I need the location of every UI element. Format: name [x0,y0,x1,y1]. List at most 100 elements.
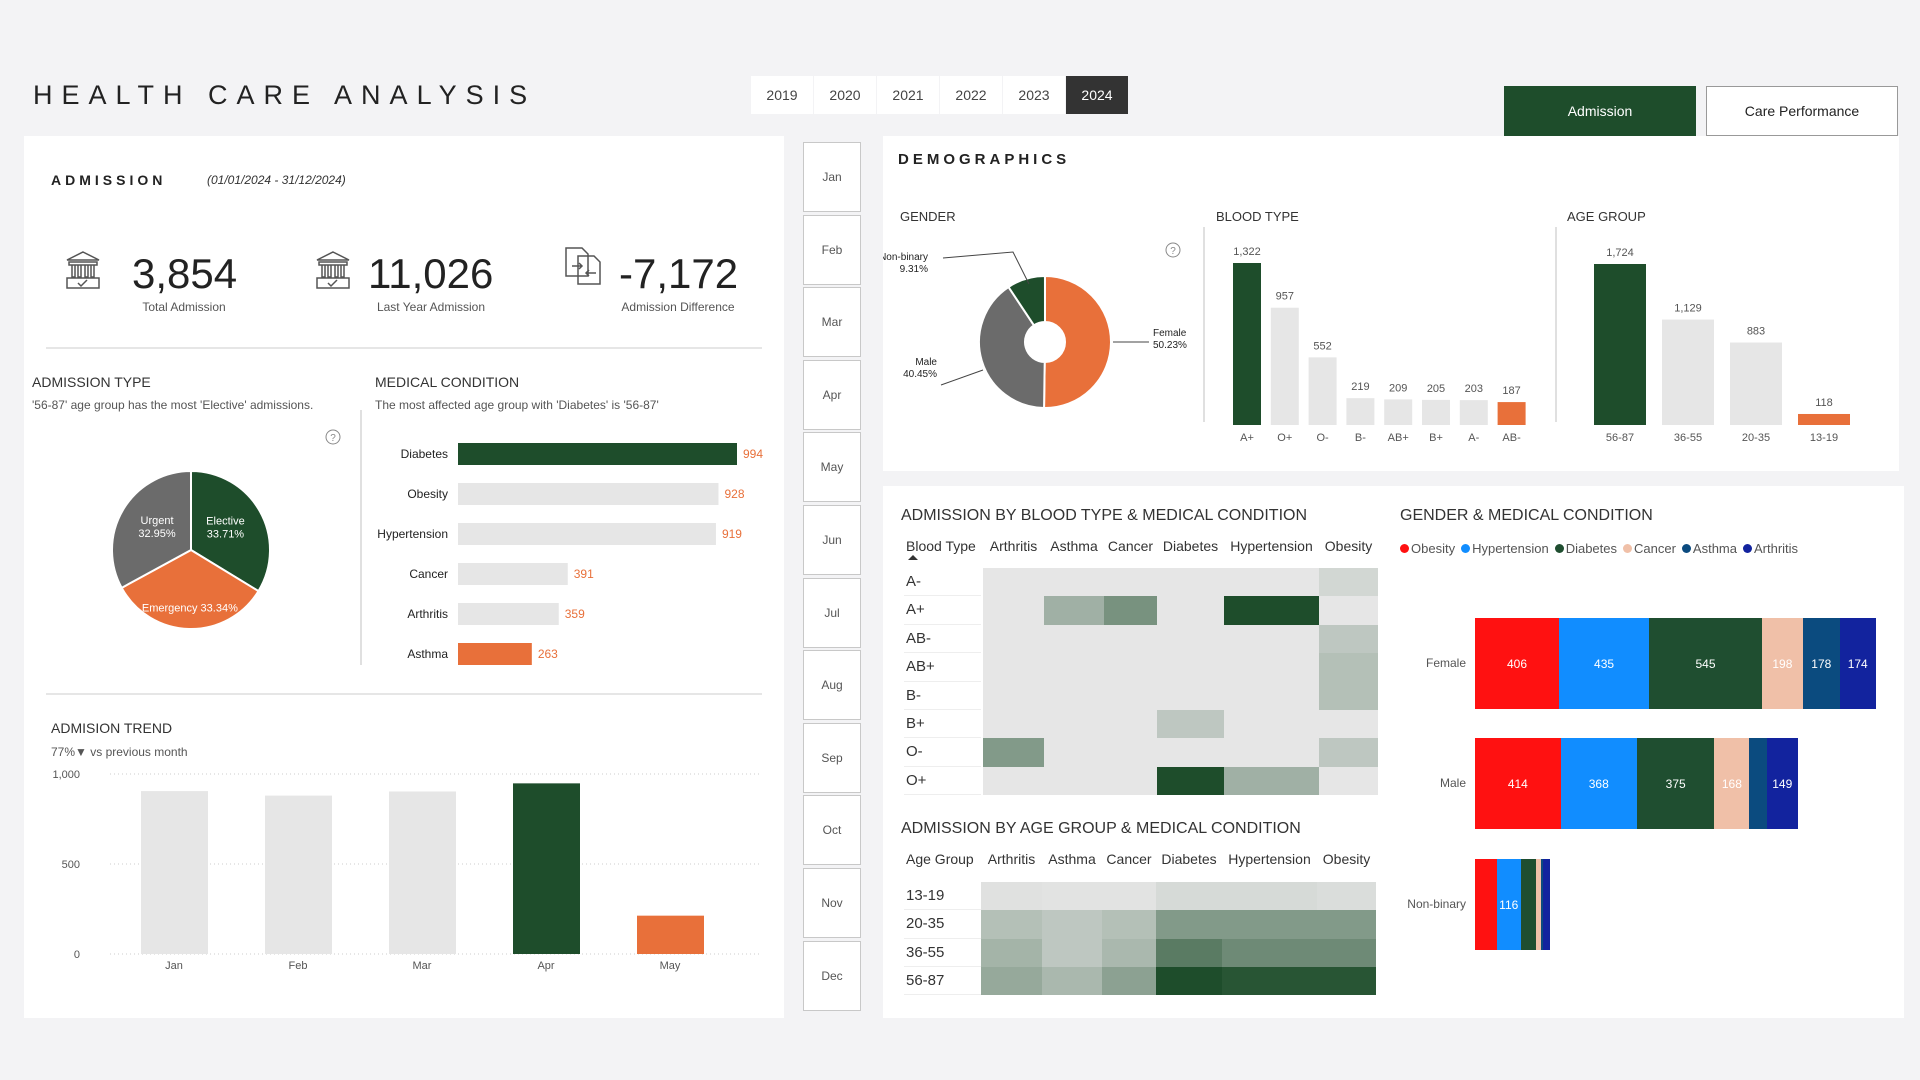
legend-item-hypertension[interactable]: Hypertension [1461,541,1549,556]
heatmap-cell[interactable] [1156,910,1222,939]
year-button-2019[interactable]: 2019 [751,76,813,114]
segment-cancer[interactable] [1535,859,1541,950]
heatmap-cell[interactable] [1044,653,1104,682]
heatmap-cell[interactable] [1317,882,1376,911]
heatmap-cell[interactable] [1319,738,1378,767]
heatmap-cell[interactable] [1104,766,1157,796]
heatmap-cell[interactable] [1222,910,1317,939]
heatmap-cell[interactable] [981,938,1042,967]
heatmap-cell[interactable] [1104,710,1157,739]
month-button-jul[interactable]: Jul [803,577,861,648]
heatmap-cell[interactable] [1319,624,1378,654]
month-button-oct[interactable]: Oct [803,795,861,866]
month-button-feb[interactable]: Feb [803,214,861,285]
heatmap-cell[interactable] [1224,681,1319,710]
heatmap-cell[interactable] [1104,596,1157,625]
bar-56-87[interactable] [1594,264,1646,425]
bar-13-19[interactable] [1798,413,1850,425]
heatmap-cell[interactable] [983,624,1044,654]
year-button-2020[interactable]: 2020 [814,76,876,114]
heatmap-cell[interactable] [1319,710,1378,739]
heatmap-cell[interactable] [1157,624,1224,654]
month-button-apr[interactable]: Apr [803,359,861,430]
heatmap-cell[interactable] [1157,653,1224,682]
bar-AB+[interactable] [1384,399,1413,425]
heatmap-cell[interactable] [983,766,1044,796]
bar-AB-[interactable] [1497,402,1526,425]
segment-cancer[interactable]: 168 [1714,738,1750,829]
heatmap-cell[interactable] [1042,938,1102,967]
heatmap-cell[interactable] [1224,653,1319,682]
segment-cancer[interactable]: 198 [1761,618,1803,709]
bar-hypertension[interactable] [458,523,716,545]
segment-arthritis[interactable]: 174 [1839,618,1876,709]
heatmap-cell[interactable] [1044,596,1104,625]
heatmap-cell[interactable] [983,596,1044,625]
segment-diabetes[interactable]: 375 [1636,738,1715,829]
heatmap-cell[interactable] [1104,624,1157,654]
heatmap-cell[interactable] [1222,882,1317,911]
heatmap-cell[interactable] [1102,882,1156,911]
month-button-mar[interactable]: Mar [803,287,861,358]
segment-arthritis[interactable] [1542,859,1550,950]
segment-diabetes[interactable]: 545 [1649,618,1762,709]
heatmap-cell[interactable] [1157,596,1224,625]
bar-asthma[interactable] [458,643,532,665]
heatmap-cell[interactable] [983,681,1044,710]
legend-item-arthritis[interactable]: Arthritis [1743,541,1798,556]
bar-B+[interactable] [1422,399,1450,425]
heatmap-cell[interactable] [1319,653,1378,682]
segment-hypertension[interactable]: 368 [1560,738,1637,829]
heatmap-cell[interactable] [1044,568,1104,597]
heatmap-row-header[interactable]: Age Group [906,851,974,867]
heatmap-cell[interactable] [1224,624,1319,654]
trend-bar-may[interactable] [637,915,704,954]
heatmap-cell[interactable] [983,710,1044,739]
segment-asthma[interactable] [1749,738,1767,829]
heatmap-cell[interactable] [1102,910,1156,939]
legend-item-obesity[interactable]: Obesity [1400,541,1455,556]
year-button-2024[interactable]: 2024 [1066,76,1128,114]
heatmap-cell[interactable] [1319,766,1378,796]
heatmap-cell[interactable] [1317,938,1376,967]
month-button-dec[interactable]: Dec [803,940,861,1011]
bar-36-55[interactable] [1662,319,1714,425]
trend-bar-feb[interactable] [265,795,332,954]
heatmap-cell[interactable] [1319,681,1378,710]
heatmap-cell[interactable] [981,882,1042,911]
bar-O+[interactable] [1270,307,1299,425]
month-button-jan[interactable]: Jan [803,142,861,212]
segment-hypertension[interactable]: 116 [1496,859,1521,950]
month-button-may[interactable]: May [803,432,861,503]
admission-page-button[interactable]: Admission [1504,86,1696,136]
bar-cancer[interactable] [458,563,568,585]
bar-A-[interactable] [1459,400,1488,425]
bar-diabetes[interactable] [458,443,737,465]
bar-A+[interactable] [1233,263,1261,425]
heatmap-cell[interactable] [1157,710,1224,739]
heatmap-cell[interactable] [1102,938,1156,967]
segment-asthma[interactable]: 178 [1802,618,1840,709]
heatmap-row-header[interactable]: Blood Type [906,538,976,554]
pie-slice-urgent[interactable] [111,469,192,590]
donut-slice-female[interactable] [1043,274,1112,409]
heatmap-cell[interactable] [1042,910,1102,939]
heatmap-cell[interactable] [1042,882,1102,911]
legend-item-diabetes[interactable]: Diabetes [1554,541,1617,556]
heatmap-cell[interactable] [1157,738,1224,767]
segment-diabetes[interactable] [1520,859,1536,950]
heatmap-cell[interactable] [1319,568,1378,597]
segment-obesity[interactable]: 406 [1475,618,1560,709]
heatmap-cell[interactable] [983,653,1044,682]
heatmap-cell[interactable] [1317,910,1376,939]
year-button-2023[interactable]: 2023 [1003,76,1065,114]
trend-bar-apr[interactable] [513,783,580,954]
segment-asthma[interactable] [1540,859,1543,950]
heatmap-cell[interactable] [1157,568,1224,597]
bar-obesity[interactable] [458,483,719,505]
segment-obesity[interactable]: 414 [1475,738,1561,829]
help-icon[interactable]: ? [324,428,342,446]
heatmap-cell[interactable] [1102,966,1156,996]
heatmap-cell[interactable] [1104,681,1157,710]
heatmap-cell[interactable] [981,910,1042,939]
